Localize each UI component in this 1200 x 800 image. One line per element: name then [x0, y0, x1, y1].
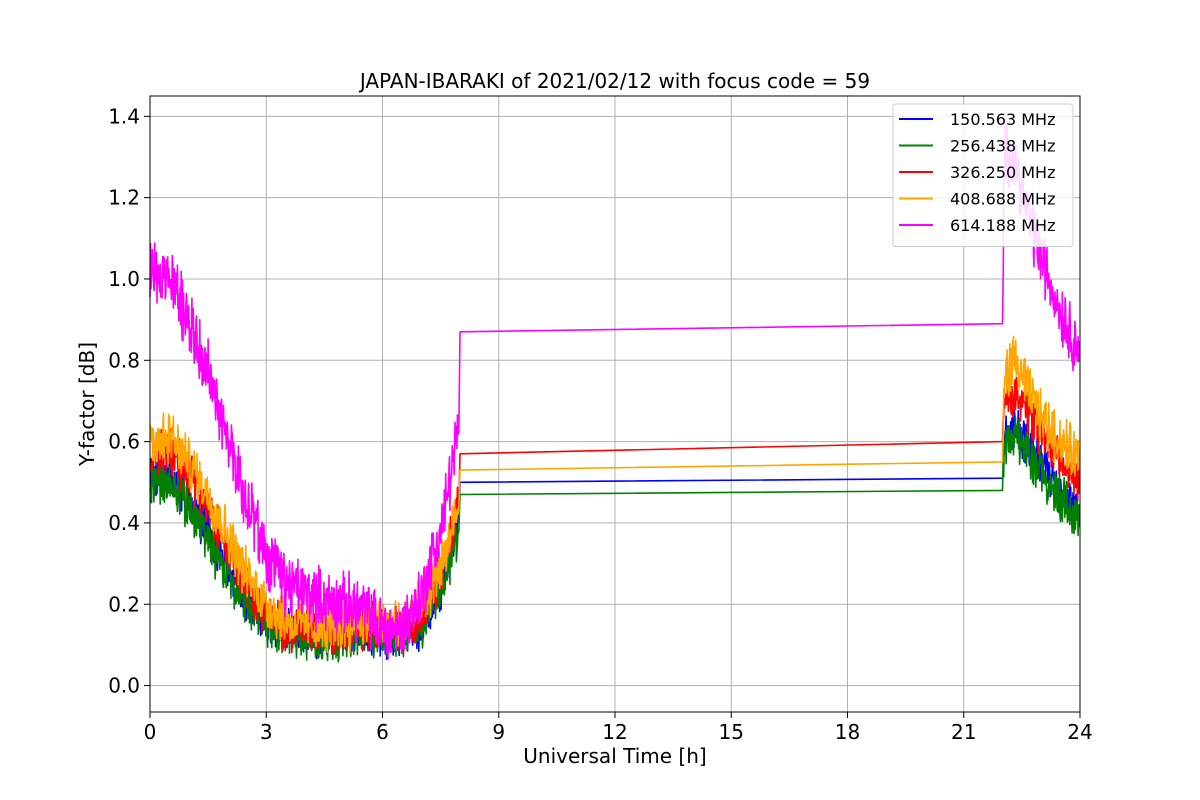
x-axis-label: Universal Time [h] — [523, 744, 706, 768]
y-tick-label: 1.2 — [108, 186, 140, 210]
x-tick-label: 15 — [719, 720, 744, 744]
x-tick-label: 3 — [260, 720, 273, 744]
y-axis-label: Y-factor [dB] — [75, 342, 99, 467]
series-line-4 — [149, 335, 1081, 654]
legend-box — [892, 103, 1074, 247]
legend-entry-label: 408.688 MHz — [950, 190, 1055, 209]
y-tick-label: 0.0 — [108, 674, 140, 698]
legend-entry-label: 150.563 MHz — [950, 110, 1055, 129]
legend: 150.563 MHz 256.438 MHz 326.250 MHz 408.688… — [892, 103, 1074, 247]
ticks: 0 3 6 9 12 15 18 21 24 0.0 0.2 0.4 0.6 0.8 1.0 1.2 1.4 — [108, 104, 1093, 744]
x-tick-label: 24 — [1067, 720, 1092, 744]
legend-entry-label: 326.250 MHz — [950, 163, 1055, 182]
x-tick-label: 21 — [951, 720, 976, 744]
legend-entry-label: 614.188 MHz — [950, 216, 1055, 235]
series-line-2 — [149, 416, 1081, 663]
x-tick-label: 9 — [492, 720, 505, 744]
x-tick-label: 12 — [602, 720, 627, 744]
y-tick-label: 1.0 — [108, 267, 140, 291]
y-tick-label: 0.4 — [108, 511, 140, 535]
chart-title: JAPAN-IBARAKI of 2021/02/12 with focus c… — [358, 69, 870, 93]
y-tick-label: 0.2 — [108, 592, 140, 616]
y-tick-label: 0.8 — [108, 348, 140, 372]
y-tick-label: 0.6 — [108, 430, 140, 454]
x-tick-label: 18 — [835, 720, 860, 744]
legend-entry-label: 256.438 MHz — [950, 137, 1055, 156]
x-tick-label: 6 — [376, 720, 389, 744]
x-tick-label: 0 — [144, 720, 157, 744]
y-tick-label: 1.4 — [108, 104, 140, 128]
